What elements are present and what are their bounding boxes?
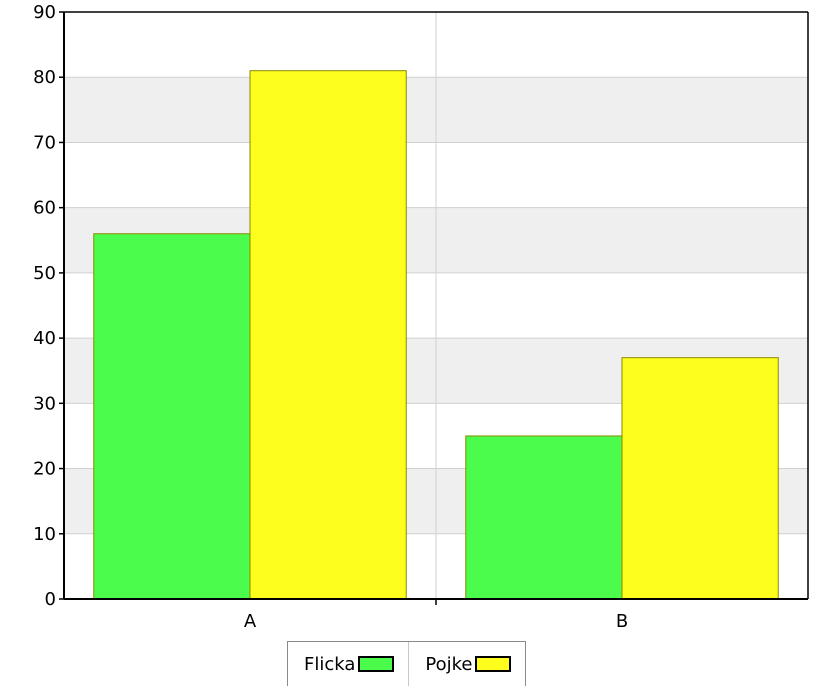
bar-pojke-a xyxy=(249,70,407,600)
y-axis-ticks: 0 10 20 30 40 50 60 70 80 90 xyxy=(33,2,64,610)
y-tick-label: 30 xyxy=(33,393,56,414)
y-tick-label: 20 xyxy=(33,459,56,480)
y-tick-label: 10 xyxy=(33,524,56,545)
y-tick-label: 90 xyxy=(33,2,56,23)
legend-item-pojke: Pojke xyxy=(408,642,525,686)
x-tick-label: A xyxy=(244,611,257,632)
legend-swatch-pojke xyxy=(475,656,512,672)
y-tick-label: 80 xyxy=(33,67,56,88)
legend-item-flicka: Flicka xyxy=(288,642,408,686)
legend-swatch-flicka xyxy=(358,656,395,672)
legend: Flicka Pojke xyxy=(287,641,527,686)
bar-flicka-a xyxy=(93,233,251,600)
x-tick-label: B xyxy=(616,611,628,632)
legend-label-pojke: Pojke xyxy=(425,653,473,675)
y-tick-label: 0 xyxy=(45,589,56,610)
bar-pojke-b xyxy=(621,357,779,600)
y-tick-label: 40 xyxy=(33,328,56,349)
bars xyxy=(93,70,779,600)
bar-flicka-b xyxy=(465,435,623,600)
legend-label-flicka: Flicka xyxy=(304,653,356,675)
y-tick-label: 50 xyxy=(33,263,56,284)
y-tick-label: 60 xyxy=(33,198,56,219)
y-tick-label: 70 xyxy=(33,132,56,153)
